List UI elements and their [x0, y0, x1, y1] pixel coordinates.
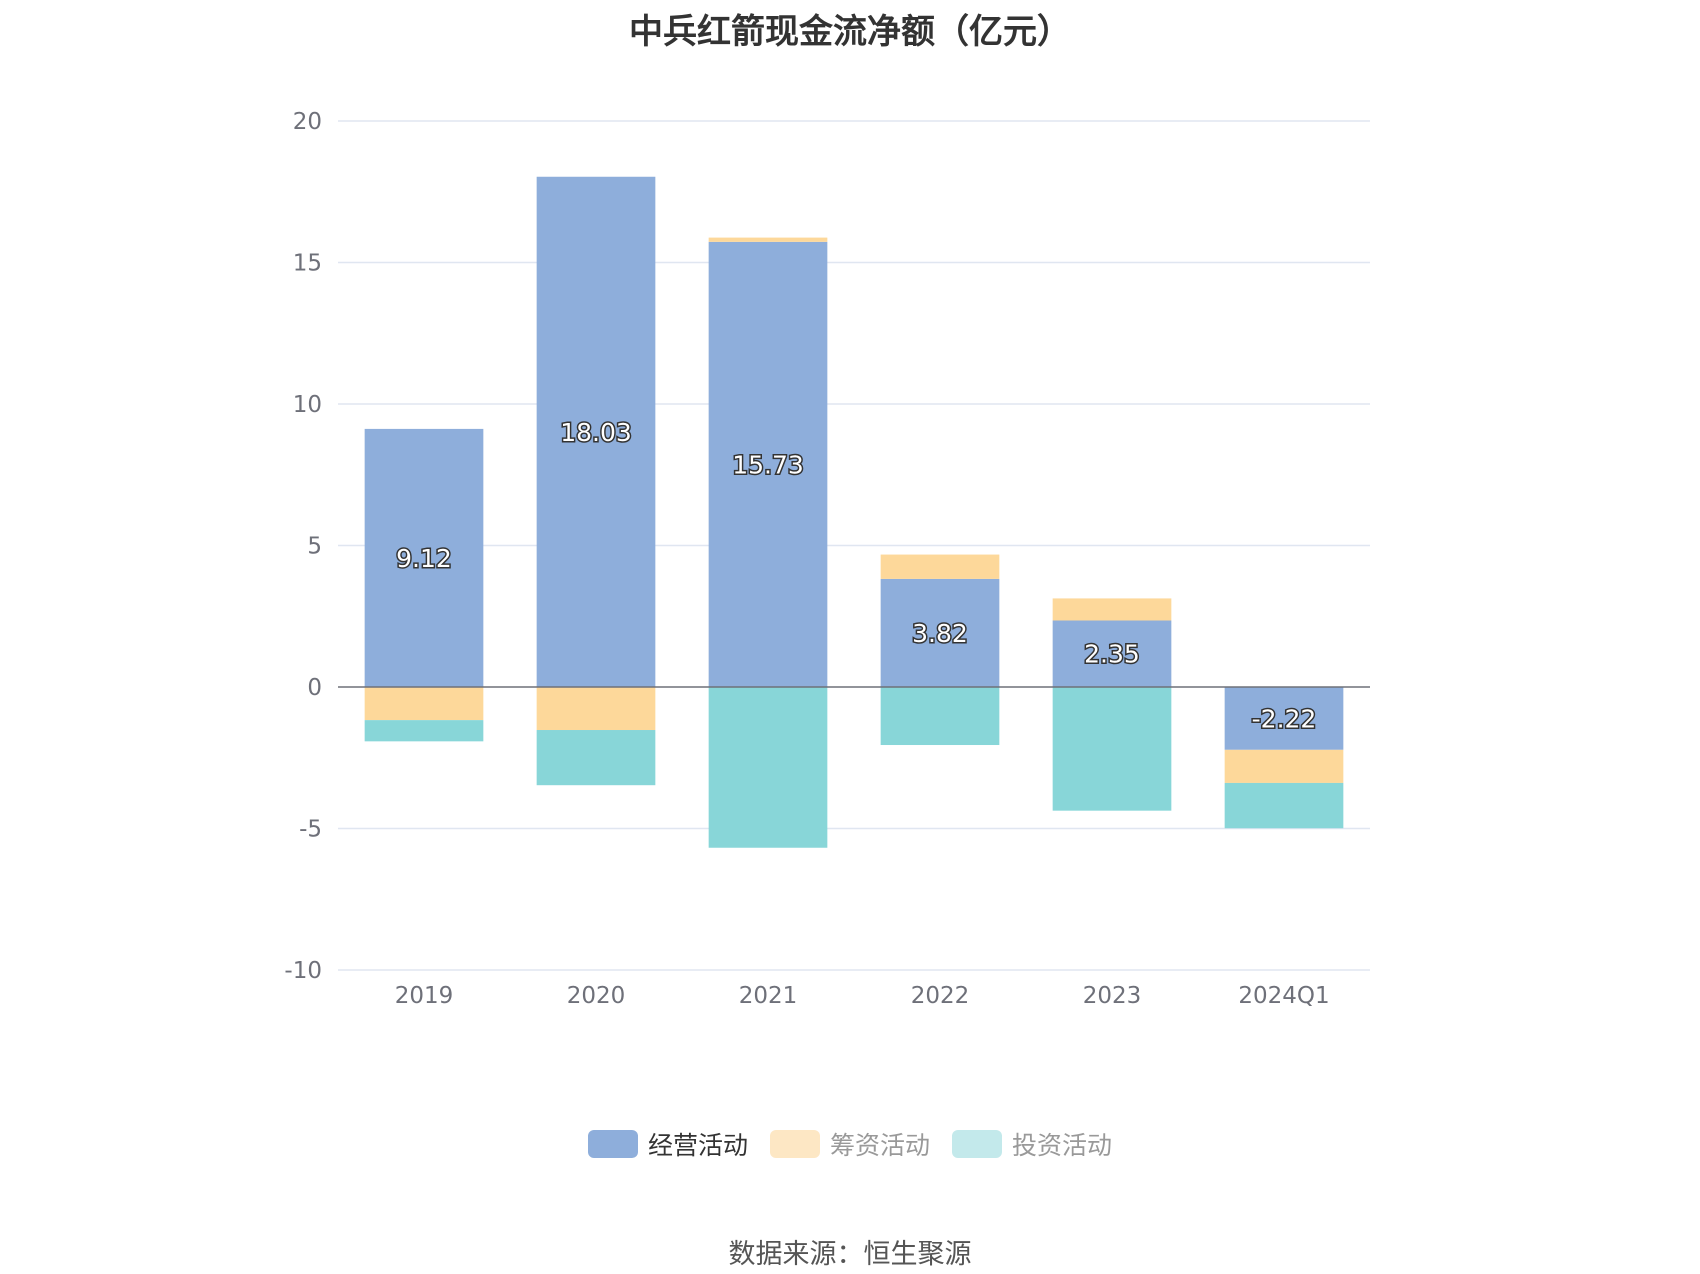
x-tick-label: 2024Q1 — [1238, 983, 1329, 1009]
x-tick-label: 2023 — [1083, 983, 1142, 1009]
legend-swatch-financing — [769, 1130, 820, 1158]
bar-financing — [708, 237, 828, 242]
bar-financing — [536, 687, 656, 731]
data-source: 数据来源：恒生聚源 — [728, 1239, 972, 1270]
y-tick-label: -5 — [299, 817, 322, 843]
data-label: 15.73 — [732, 450, 804, 479]
legend-label-financing: 筹资活动 — [829, 1131, 930, 1160]
x-tick-label: 2019 — [395, 983, 454, 1009]
data-label: -2.22 — [1252, 704, 1317, 733]
y-tick-label: 5 — [307, 534, 322, 560]
legend-label-investing: 投资活动 — [1012, 1131, 1113, 1160]
legend-label-operating: 经营活动 — [647, 1131, 748, 1160]
bar-operating — [1052, 620, 1172, 687]
data-label: 2.35 — [1084, 640, 1140, 669]
data-label: 18.03 — [560, 418, 632, 447]
y-tick-label: -10 — [284, 958, 322, 984]
legend-item-financing[interactable]: 筹资活动 — [769, 1126, 930, 1162]
x-tick-label: 2022 — [911, 983, 970, 1009]
bar-investing — [536, 730, 656, 786]
legend-item-investing[interactable]: 投资活动 — [952, 1126, 1112, 1162]
legend: 经营活动 筹资活动 投资活动 — [0, 1126, 1700, 1162]
bar-investing — [1052, 687, 1172, 811]
grid-layer — [338, 120, 1370, 971]
bar-investing — [708, 687, 828, 848]
bar-operating — [708, 241, 828, 687]
bar-operating — [364, 428, 484, 687]
bar-operating — [880, 578, 1000, 687]
bar-financing — [1224, 749, 1344, 783]
bar-financing — [1052, 598, 1172, 621]
y-tick-label: 15 — [293, 251, 322, 277]
y-tick-label: 0 — [307, 675, 322, 701]
legend-swatch-operating — [587, 1130, 638, 1158]
data-label: 9.12 — [396, 544, 452, 573]
x-tick-label: 2021 — [739, 983, 798, 1009]
bar-operating — [1224, 687, 1344, 750]
legend-swatch-investing — [952, 1130, 1002, 1158]
axis-layer: 20 15 10 5 0 -5 -10 2019 2020 2021 2022 2023 2024Q1 — [284, 109, 1370, 1009]
bar-investing — [364, 720, 484, 742]
chart-title: 中兵红箭现金流净额（亿元） — [629, 12, 1071, 52]
x-tick-label: 2020 — [567, 983, 626, 1009]
legend-item-operating[interactable]: 经营活动 — [587, 1126, 748, 1162]
bar-operating — [536, 176, 656, 687]
bar-layer — [364, 176, 1344, 848]
data-label: 3.82 — [912, 619, 968, 648]
bar-investing — [1224, 782, 1344, 829]
bar-investing — [880, 687, 1000, 746]
bar-financing — [880, 554, 1000, 579]
label-layer: 9.12 18.03 15.73 3.82 2.35 -2.22 — [395, 416, 1318, 735]
bar-financing — [364, 687, 484, 721]
y-tick-label: 20 — [293, 109, 322, 135]
y-tick-label: 10 — [293, 392, 322, 418]
